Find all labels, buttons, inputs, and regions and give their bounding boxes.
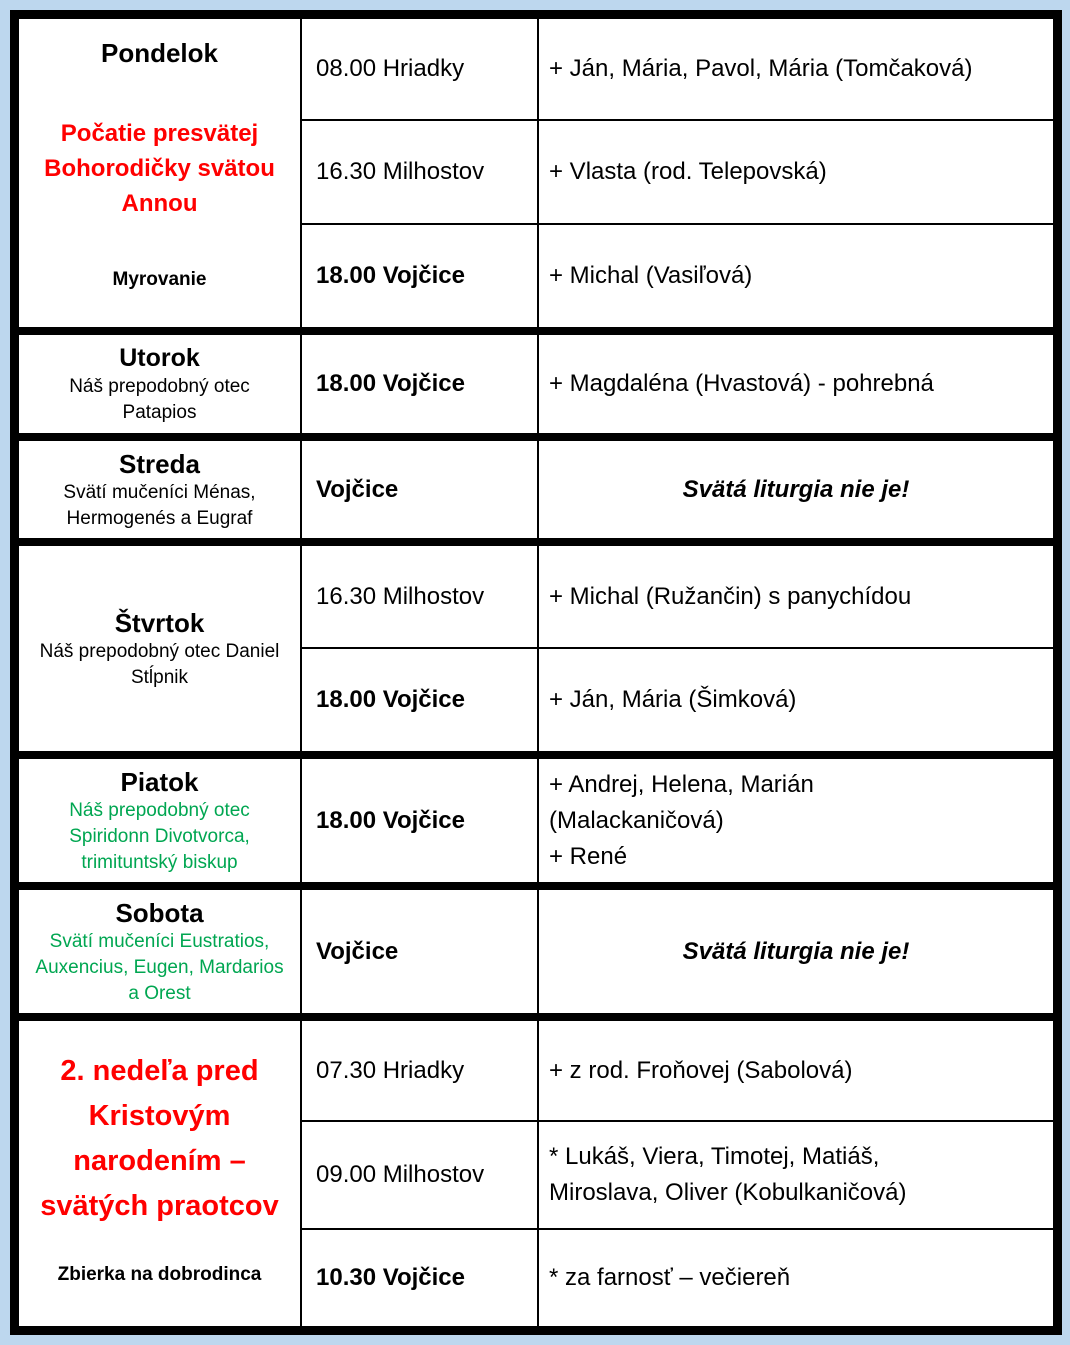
day-cell: Sobota Svätí mučeníci Eustratios, Auxenc…: [19, 890, 300, 1013]
time-cell: 10.30 Vojčice: [302, 1230, 537, 1326]
day-block-monday: Pondelok Počatie presvätej Bohorodičky s…: [19, 19, 1053, 327]
intention-line: (Malackaničová): [549, 806, 724, 834]
schedule-table: Pondelok Počatie presvätej Bohorodičky s…: [10, 10, 1062, 1335]
time-cell: 09.00 Milhostov: [302, 1122, 537, 1228]
sunday-title: 2. nedeľa pred Kristovým narodením – svä…: [40, 1055, 279, 1222]
feast-name: Svätí mučeníci Eustratios, Auxencius, Eu…: [35, 931, 284, 1004]
day-cell: Piatok Náš prepodobný otec Spiridonn Div…: [19, 759, 300, 882]
day-cell: 2. nedeľa pred Kristovým narodením – svä…: [19, 1021, 300, 1326]
day-block-wednesday: Streda Svätí mučeníci Ménas, Hermogenés …: [19, 441, 1053, 538]
time-cell: 18.00 Vojčice: [302, 759, 537, 882]
day-block-tuesday: Utorok Náš prepodobný otec Patapios 18.0…: [19, 335, 1053, 433]
intention-cell: + Michal (Vasiľová): [539, 225, 1053, 327]
intention-cell: + Ján, Mária (Šimková): [539, 649, 1053, 751]
time-cell: 18.00 Vojčice: [302, 649, 537, 751]
intention-cell: + Ján, Mária, Pavol, Mária (Tomčaková): [539, 19, 1053, 119]
day-note: Myrovanie: [112, 268, 207, 290]
day-title: Sobota: [115, 897, 204, 928]
day-cell: Utorok Náš prepodobný otec Patapios: [19, 335, 300, 433]
day-cell: Pondelok Počatie presvätej Bohorodičky s…: [19, 19, 300, 327]
intention-cell: + Magdaléna (Hvastová) - pohrebná: [539, 335, 1053, 433]
day-title: Streda: [119, 448, 200, 479]
day-title: Štvrtok: [114, 607, 205, 638]
intention-cell: * za farnosť – večiereň: [539, 1230, 1053, 1326]
feast-name: Počatie presvätej Bohorodičky svätou Ann…: [44, 120, 275, 217]
day-cell: Štvrtok Náš prepodobný otec Daniel Stĺpn…: [19, 546, 300, 751]
time-cell: 08.00 Hriadky: [302, 19, 537, 119]
intention-cell: + Michal (Ružančin) s panychídou: [539, 546, 1053, 647]
intention-line: * Lukáš, Viera, Timotej, Matiáš,: [549, 1143, 880, 1170]
intention-line: + Andrej, Helena, Marián: [549, 770, 814, 798]
no-liturgy-note: Svätá liturgia nie je!: [539, 890, 1053, 1013]
intention-cell: + Vlasta (rod. Telepovská): [539, 121, 1053, 223]
time-cell: 18.00 Vojčice: [302, 225, 537, 327]
time-cell: 16.30 Milhostov: [302, 546, 537, 647]
intention-cell: + Andrej, Helena, Marián (Malackaničová)…: [539, 759, 1053, 882]
intention-cell: * Lukáš, Viera, Timotej, Matiáš, Mirosla…: [539, 1122, 1053, 1228]
day-block-friday: Piatok Náš prepodobný otec Spiridonn Div…: [19, 759, 1053, 882]
feast-name: Svätí mučeníci Ménas, Hermogenés a Eugra…: [63, 482, 256, 529]
intention-cell: + z rod. Froňovej (Sabolová): [539, 1021, 1053, 1120]
feast-name: Náš prepodobný otec Spiridonn Divotvorca…: [69, 800, 250, 873]
time-cell: 16.30 Milhostov: [302, 121, 537, 223]
day-title: Utorok: [119, 343, 200, 372]
intention-line: Miroslava, Oliver (Kobulkaničová): [549, 1179, 907, 1206]
feast-name: Náš prepodobný otec Patapios: [69, 375, 250, 423]
day-cell: Streda Svätí mučeníci Ménas, Hermogenés …: [19, 441, 300, 538]
location-cell: Vojčice: [302, 890, 537, 1013]
intention-line: + René: [549, 842, 628, 870]
day-title: Piatok: [120, 766, 199, 797]
day-block-saturday: Sobota Svätí mučeníci Eustratios, Auxenc…: [19, 890, 1053, 1013]
feast-name: Náš prepodobný otec Daniel Stĺpnik: [39, 641, 280, 688]
day-block-thursday: Štvrtok Náš prepodobný otec Daniel Stĺpn…: [19, 546, 1053, 751]
location-cell: Vojčice: [302, 441, 537, 538]
no-liturgy-note: Svätá liturgia nie je!: [539, 441, 1053, 538]
day-title: Pondelok: [100, 38, 218, 68]
day-note: Zbierka na dobrodinca: [57, 1264, 262, 1285]
time-cell: 18.00 Vojčice: [302, 335, 537, 433]
day-block-sunday: 2. nedeľa pred Kristovým narodením – svä…: [19, 1021, 1053, 1326]
time-cell: 07.30 Hriadky: [302, 1021, 537, 1120]
